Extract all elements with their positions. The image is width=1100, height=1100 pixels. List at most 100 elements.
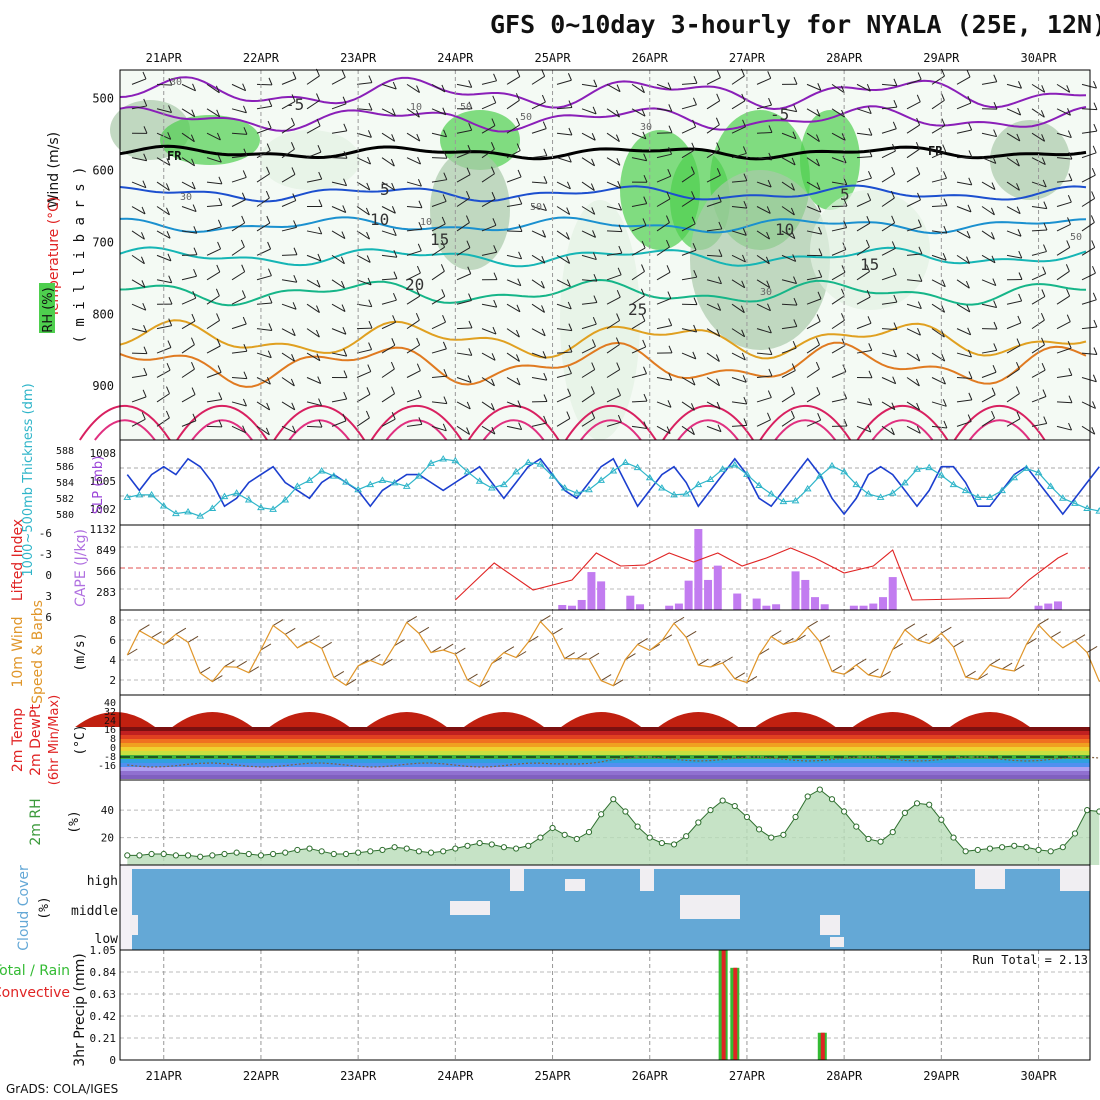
rh2m-point — [403, 845, 410, 852]
cloud-axis-label: Cloud Cover — [16, 865, 32, 951]
wind-barb-flag — [367, 364, 372, 372]
precip-tick: 0.63 — [90, 988, 117, 1001]
thickness-point — [718, 465, 727, 472]
wind-barb — [306, 125, 321, 134]
wind-tick: 4 — [109, 654, 116, 667]
wind-barb-flag — [540, 281, 545, 289]
wind-barb — [456, 174, 471, 183]
cape-bar — [762, 605, 771, 610]
thickness-point — [1046, 482, 1055, 489]
wind-barb-flag — [242, 425, 247, 433]
wind10m-barb — [722, 656, 733, 664]
wind-barb-flag — [143, 324, 148, 333]
wind-barb-flag — [943, 198, 948, 206]
wind10m-barb — [661, 634, 673, 642]
wind-barb-flag — [341, 231, 346, 239]
cloud-gap — [1060, 869, 1090, 891]
top-date-label: 30APR — [1020, 51, 1057, 65]
wind-barb-flag — [168, 77, 173, 86]
temp-tick: -16 — [98, 761, 116, 772]
wind-barb-flag — [517, 400, 522, 408]
wind-barb-flag — [515, 329, 520, 338]
temp-band — [120, 751, 1090, 755]
thickness-point — [402, 482, 411, 489]
wind-barb-flag — [267, 120, 272, 129]
wind-barb — [906, 328, 921, 336]
wind-barb-flag — [318, 171, 323, 180]
thickness-point — [159, 501, 168, 509]
wind-barb — [406, 272, 421, 281]
wind-barb — [581, 323, 597, 330]
wind-barb — [281, 226, 297, 232]
cloud-high-label: high — [87, 874, 118, 889]
wind-barb-flag — [140, 256, 145, 264]
wind-barb — [781, 108, 797, 113]
wind-barb — [706, 377, 720, 387]
wind-barb — [381, 368, 395, 378]
wind10m-barb — [248, 666, 260, 674]
wind-barb-flag — [915, 378, 920, 387]
wind-barb — [506, 124, 520, 134]
wind-barb-flag — [217, 365, 222, 373]
temp-dome — [561, 712, 642, 727]
thickness-point — [670, 490, 678, 498]
contour-label: -5 — [285, 95, 304, 114]
wind-barb-flag — [417, 156, 422, 165]
wind-barb-flag — [1016, 206, 1021, 214]
wind-barb — [931, 303, 945, 313]
wind-barb — [1006, 181, 1020, 191]
wind-barb — [581, 369, 595, 378]
thickness-tick: 586 — [56, 462, 74, 473]
wind10m-unit: (m/s) — [73, 632, 88, 671]
wind-barb — [1056, 180, 1072, 183]
wind-barb — [281, 328, 296, 337]
wind-barb-flag — [241, 215, 246, 224]
wind-barb — [181, 275, 197, 281]
temp-dome — [658, 712, 739, 727]
contour-label: 15 — [860, 255, 879, 274]
wind-barb-flag — [967, 95, 972, 104]
wind-barb — [556, 230, 570, 240]
wind-barb-flag — [366, 387, 371, 395]
wind-barb — [181, 230, 197, 234]
wind10m-barb — [588, 652, 600, 660]
wind-barb — [331, 103, 347, 110]
upper-air-panel — [79, 68, 1098, 441]
wind-barb — [131, 78, 147, 85]
wind-barb — [256, 173, 270, 183]
wind-barb — [981, 394, 996, 403]
surface-heat-contour — [482, 419, 545, 441]
wind-barb — [131, 418, 146, 427]
wind-barb-flag — [693, 76, 698, 84]
wind-barb-flag — [341, 304, 346, 312]
wind-barb — [131, 206, 146, 215]
rh2m-point — [1059, 844, 1066, 851]
wind-barb — [381, 132, 395, 142]
top-date-label: 22APR — [243, 51, 280, 65]
wind-barb-flag — [493, 272, 498, 280]
wind-barb-flag — [343, 348, 348, 357]
wind-barb-flag — [991, 255, 996, 264]
contour-label: 5 — [840, 185, 850, 204]
wind-barb — [481, 173, 495, 183]
thickness-point — [597, 476, 606, 483]
wind-barb-flag — [591, 411, 596, 419]
wind-barb — [931, 177, 947, 183]
wind-barb-flag — [466, 401, 471, 410]
wind-barb-flag — [441, 216, 446, 225]
wind-barb — [556, 132, 572, 136]
wind-barb-flag — [391, 338, 396, 346]
wind-barb-flag — [643, 174, 648, 183]
wind10m-barb — [479, 680, 490, 688]
top-date-label: 21APR — [146, 51, 183, 65]
wind-barb-flag — [141, 280, 146, 288]
wind-barb — [931, 151, 946, 159]
thickness-point — [463, 467, 472, 475]
wind-barb-flag — [1092, 374, 1097, 382]
thickness-point — [888, 489, 897, 496]
thickness-point — [1095, 507, 1100, 514]
wind-barb-flag — [543, 394, 548, 402]
thickness-point — [658, 484, 666, 491]
wind-barb — [681, 104, 697, 110]
